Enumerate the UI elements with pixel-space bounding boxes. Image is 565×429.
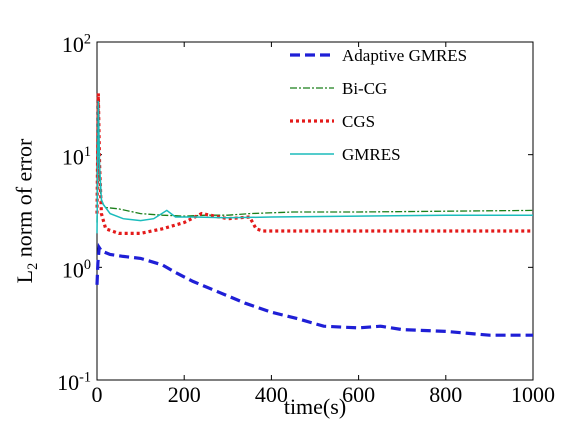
plot-frame [96,41,534,381]
series-line [96,100,534,223]
x-tick-label: 0 [92,382,103,407]
x-tick-label: 400 [255,382,288,407]
x-tick-label: 200 [168,382,201,407]
x-tick-label: 1000 [511,382,555,407]
x-tick-label: 600 [342,382,375,407]
y-tick-label: 10-1 [57,369,91,395]
y-axis-label: L2 norm of error [12,138,42,283]
legend-label: Bi-CG [342,79,387,98]
y-tick-label: 101 [62,144,91,170]
x-axis-label: time(s) [284,394,346,419]
series-line [96,100,533,234]
legend-label: Adaptive GMRES [342,46,467,65]
x-tick-label: 800 [429,382,462,407]
series-line [95,93,533,235]
legend-label: CGS [342,112,375,131]
series-line [95,242,533,337]
y-tick-label: 100 [62,257,91,283]
legend-label: GMRES [342,145,401,164]
y-tick-label: 102 [62,31,91,57]
